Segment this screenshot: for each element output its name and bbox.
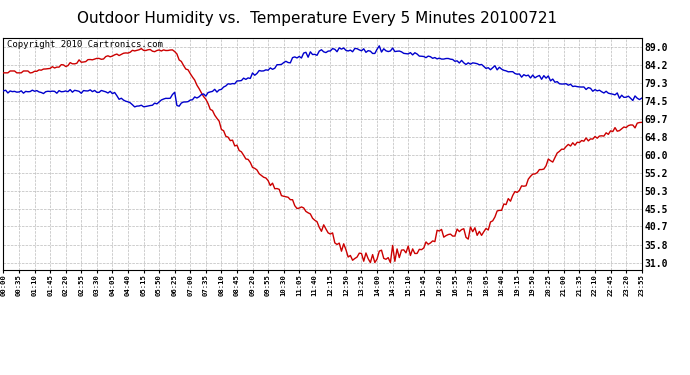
Text: Outdoor Humidity vs.  Temperature Every 5 Minutes 20100721: Outdoor Humidity vs. Temperature Every 5…: [77, 11, 558, 26]
Text: Copyright 2010 Cartronics.com: Copyright 2010 Cartronics.com: [7, 40, 163, 49]
